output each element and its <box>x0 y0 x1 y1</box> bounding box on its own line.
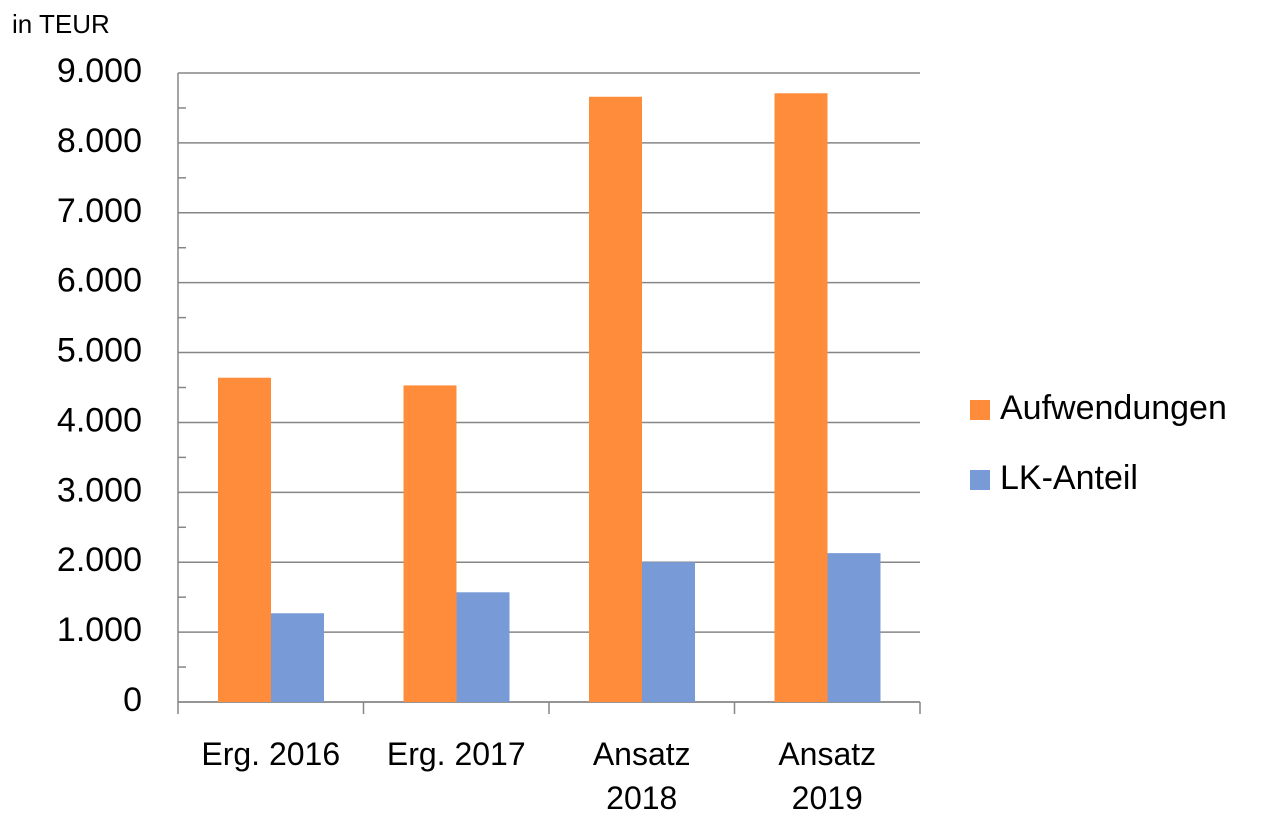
y-tick-label: 2.000 <box>57 541 142 579</box>
x-tick-label: Ansatz 2019 <box>778 736 877 816</box>
bar <box>827 553 881 702</box>
bar <box>218 377 271 702</box>
x-tick-label: Erg. 2016 <box>201 736 341 772</box>
bar <box>774 93 828 703</box>
legend-swatch <box>970 400 990 420</box>
y-tick-label: 5.000 <box>57 332 142 370</box>
bar <box>271 613 324 702</box>
x-tick-label-box: Erg. 2016 <box>201 736 341 772</box>
y-tick-label: 0 <box>123 681 142 719</box>
bar <box>642 562 695 702</box>
y-tick-label: 9.000 <box>57 52 142 90</box>
bar <box>456 592 510 702</box>
legend-label: Aufwendungen <box>1000 389 1227 427</box>
x-tick-label-box: Erg. 2017 <box>386 736 526 772</box>
y-tick-label: 7.000 <box>57 192 142 230</box>
legend-label: LK-Anteil <box>1000 459 1138 497</box>
x-tick-label-box: Ansatz 2019 <box>778 736 877 816</box>
x-tick-label: Erg. 2017 <box>386 736 526 772</box>
y-tick-label: 3.000 <box>57 471 142 509</box>
y-axis-label: in TEUR <box>12 9 110 39</box>
bar <box>403 385 457 702</box>
bar <box>589 96 642 703</box>
y-tick-label: 8.000 <box>57 122 142 160</box>
legend-swatch <box>970 470 990 490</box>
x-tick-label: Ansatz 2018 <box>592 736 691 816</box>
y-tick-label: 1.000 <box>57 611 142 649</box>
y-tick-label: 6.000 <box>57 262 142 300</box>
x-tick-label-box: Ansatz 2018 <box>592 736 691 816</box>
y-tick-label: 4.000 <box>57 401 142 439</box>
